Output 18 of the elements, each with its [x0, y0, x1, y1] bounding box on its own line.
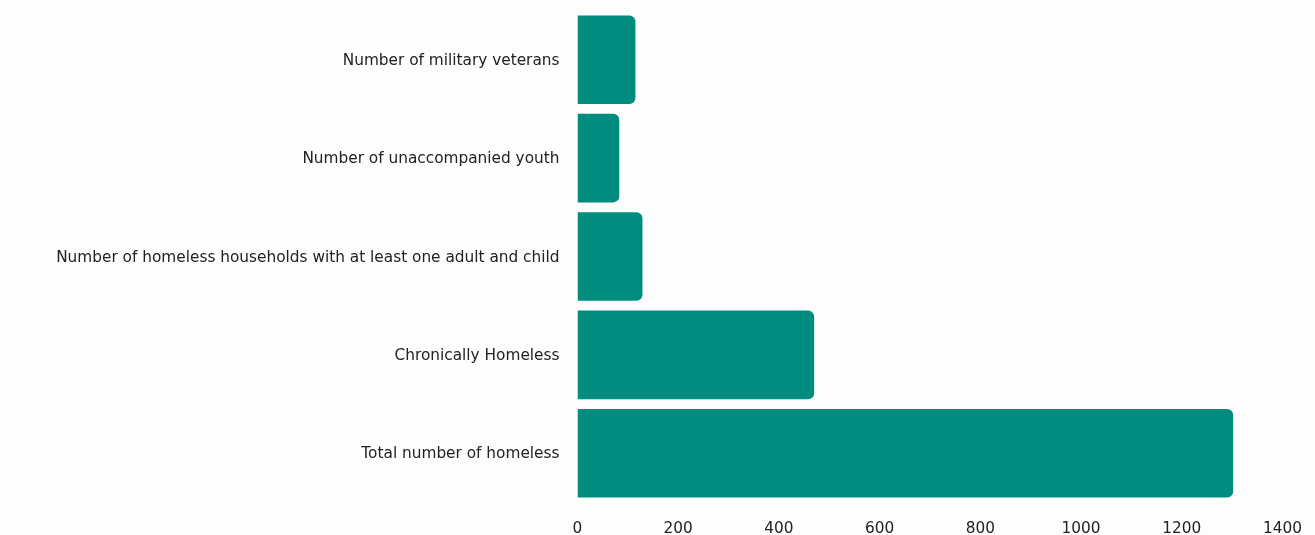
y-tick-label: Number of military veterans — [342, 50, 560, 69]
y-tick-label: Number of unaccompanied youth — [302, 149, 560, 168]
x-tick-label: 1400 — [1263, 518, 1303, 535]
x-tick-label: 1000 — [1061, 518, 1101, 535]
x-tick-label: 600 — [865, 518, 895, 535]
x-tick-label: 200 — [663, 518, 693, 535]
bar — [577, 310, 815, 400]
x-tick-label: 1200 — [1162, 518, 1202, 535]
bar — [577, 113, 620, 203]
y-tick-label: Chronically Homeless — [394, 345, 560, 364]
x-tick-label: 0 — [572, 518, 583, 535]
bar — [577, 409, 1234, 498]
x-tick-label: 400 — [764, 518, 794, 535]
y-tick-label: Total number of homeless — [360, 444, 560, 463]
bar — [577, 15, 636, 104]
x-tick-label: 800 — [965, 518, 995, 535]
bar — [577, 212, 643, 301]
y-tick-label: Number of homeless households with at least one adult and child — [56, 247, 560, 266]
